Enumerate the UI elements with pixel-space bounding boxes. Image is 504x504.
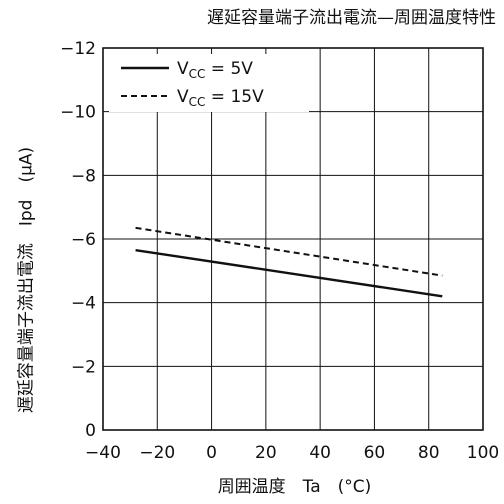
y-tick-label: 0 bbox=[85, 421, 96, 441]
chart-title: 遅延容量端子流出電流—周囲温度特性 bbox=[207, 8, 496, 28]
x-tick-label: 20 bbox=[255, 443, 277, 463]
legend: VCC = 5V VCC = 15V bbox=[109, 54, 309, 112]
x-axis-label: 周囲温度 Ta (°C) bbox=[217, 477, 372, 497]
y-tick-label: −10 bbox=[60, 103, 96, 123]
x-tick-label: −40 bbox=[85, 443, 121, 463]
x-tick-label: 100 bbox=[467, 443, 499, 463]
x-tick-label: 40 bbox=[309, 443, 331, 463]
tick-labels: −40 −20 0 20 40 60 80 100−12−10−8−6−4−20 bbox=[60, 39, 499, 463]
y-tick-label: −12 bbox=[60, 39, 96, 59]
x-tick-label: −20 bbox=[139, 443, 175, 463]
x-tick-label: 80 bbox=[418, 443, 440, 463]
legend-label-1: VCC = 5V bbox=[177, 59, 253, 81]
y-tick-label: −6 bbox=[71, 230, 96, 250]
plot-frame bbox=[102, 47, 484, 431]
y-tick-label: −8 bbox=[71, 166, 96, 186]
legend-label-2: VCC = 15V bbox=[177, 87, 264, 109]
series-lines bbox=[135, 226, 443, 298]
legend-background bbox=[109, 54, 309, 112]
series-line-1 bbox=[135, 248, 443, 298]
y-tick-label: −4 bbox=[71, 294, 96, 314]
series-line-2 bbox=[135, 226, 443, 277]
x-tick-label: 60 bbox=[364, 443, 386, 463]
y-tick-label: −2 bbox=[71, 357, 96, 377]
x-tick-label: 0 bbox=[206, 443, 217, 463]
